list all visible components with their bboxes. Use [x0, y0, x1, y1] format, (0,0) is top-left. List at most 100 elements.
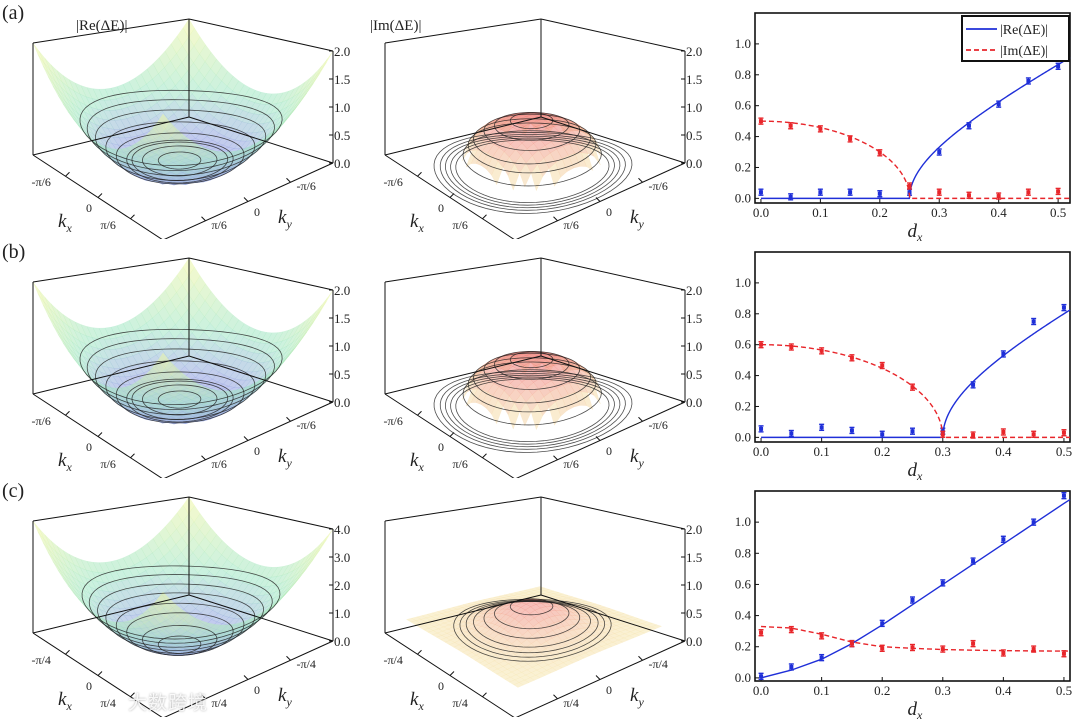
data-marker: [1062, 431, 1066, 435]
ky-tick-label: -π/4: [297, 658, 316, 670]
re-data-point: [849, 427, 854, 433]
y-tick-label: 0.6: [735, 576, 752, 591]
data-marker: [941, 432, 945, 436]
data-marker: [848, 190, 852, 194]
ky-tick: [244, 676, 248, 680]
re-data-point: [789, 431, 794, 437]
x-tick-label: 0.1: [812, 205, 828, 220]
data-marker: [850, 356, 854, 360]
z-tick-label: 1.0: [686, 101, 702, 114]
x-tick-label: 0.3: [935, 444, 951, 459]
kx-tick: [418, 650, 422, 654]
z-tick-label: 1.0: [334, 607, 350, 620]
im-data-point: [789, 344, 794, 350]
x-tick-label: 0.4: [991, 205, 1008, 220]
data-marker: [759, 427, 763, 431]
surface-plot-3d: [0, 478, 360, 717]
ky-tick: [639, 656, 643, 660]
kx-tick-label: -π/6: [384, 176, 403, 188]
re-data-point: [1061, 305, 1066, 311]
data-marker: [1032, 432, 1036, 436]
data-marker: [789, 628, 793, 632]
kx-tick-label: -π/4: [384, 654, 403, 666]
kx-axis-label: kx: [58, 212, 72, 234]
x-tick-label: 0.0: [753, 683, 769, 698]
y-tick-label: 1.0: [735, 514, 751, 529]
subscript: x: [66, 460, 71, 474]
y-tick-label: 0.2: [735, 159, 751, 174]
data-marker: [1001, 537, 1005, 541]
data-marker: [789, 124, 793, 128]
im-data-point: [910, 645, 915, 651]
kx-tick: [98, 194, 102, 198]
data-marker: [997, 102, 1001, 106]
z-tick-label: 0.0: [686, 157, 702, 170]
z-tick-label: 0.5: [334, 129, 350, 142]
ky-tick: [287, 178, 291, 182]
ky-tick-label: 0: [254, 684, 260, 696]
kx-tick: [131, 454, 135, 458]
y-tick-label: 0.2: [735, 639, 751, 654]
kx-tick-label: 0: [438, 680, 444, 692]
data-marker: [911, 598, 915, 602]
ky-axis-label: ky: [630, 208, 644, 230]
data-marker: [850, 642, 854, 646]
data-marker: [880, 646, 884, 650]
ky-tick-label: 0: [606, 684, 612, 696]
im-data-point: [849, 355, 854, 361]
y-tick-label: 0.0: [735, 429, 751, 444]
surface-patch: [310, 66, 322, 83]
z-tick-label: 3.0: [334, 551, 350, 564]
kx-tick: [483, 693, 487, 697]
data-marker: [820, 349, 824, 353]
x-axis-label: dx: [908, 221, 924, 242]
kx-tick-label: π/6: [101, 219, 116, 231]
legend-label: |Re(ΔE)|: [1000, 23, 1048, 38]
ky-tick: [554, 217, 558, 221]
kx-tick: [483, 215, 487, 219]
subscript: y: [286, 217, 291, 231]
kx-tick: [418, 411, 422, 415]
z-tick-label: 1.5: [686, 312, 702, 325]
subscript: x: [418, 221, 423, 235]
top-right-edge: [541, 258, 685, 290]
plot-frame: [755, 491, 1070, 681]
y-tick-label: 0.8: [735, 545, 751, 560]
x-tick-label: 0.2: [872, 205, 888, 220]
ky-tick: [554, 456, 558, 460]
ky-tick: [287, 417, 291, 421]
z-tick-label: 0.0: [686, 396, 702, 409]
kx-tick-label: π/4: [453, 697, 468, 709]
kx-tick-label: π/4: [101, 697, 116, 709]
re-data-point: [848, 189, 853, 195]
re-data-point: [1001, 351, 1006, 357]
z-tick-label: 4.0: [334, 523, 350, 536]
y-tick-label: 1.0: [735, 36, 751, 51]
data-marker: [1056, 189, 1060, 193]
surface-plot-3d: [0, 0, 360, 239]
data-marker: [967, 193, 971, 197]
data-marker: [967, 124, 971, 128]
z-tick-label: 2.0: [334, 579, 350, 592]
x-tick-label: 0.5: [1056, 444, 1072, 459]
kx-tick: [66, 172, 70, 176]
re-data-point: [880, 431, 885, 437]
data-marker: [820, 656, 824, 660]
y-tick-label: 0.6: [735, 337, 752, 352]
x-tick-label: 0.5: [1050, 205, 1066, 220]
subscript: x: [418, 699, 423, 713]
kx-axis-label: kx: [58, 451, 72, 473]
z-tick-label: 1.5: [686, 73, 702, 86]
data-marker: [759, 190, 763, 194]
z-tick-label: 1.0: [334, 340, 350, 353]
surface-patch: [321, 529, 333, 547]
ky-axis-label: ky: [630, 686, 644, 708]
x-tick-label: 0.4: [995, 683, 1012, 698]
ky-tick-label: 0: [254, 206, 260, 218]
ky-tick-label: π/6: [564, 458, 579, 470]
ky-tick: [639, 178, 643, 182]
im-data-point: [819, 348, 824, 354]
ky-tick-label: -π/6: [649, 419, 668, 431]
